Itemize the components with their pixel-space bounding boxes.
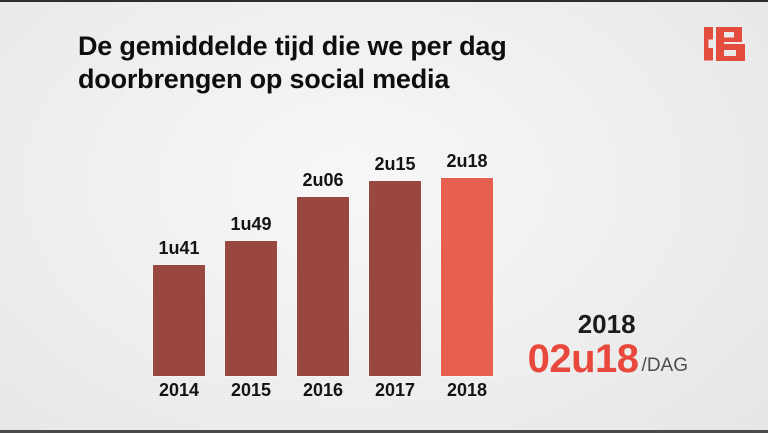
bar bbox=[441, 178, 493, 376]
bar-value-label: 2u06 bbox=[302, 170, 344, 190]
callout-main: 2018 02u18 bbox=[528, 310, 639, 379]
callout-value: 02u18 bbox=[527, 337, 639, 381]
x-axis-year-label: 2017 bbox=[374, 380, 416, 400]
bar bbox=[297, 197, 349, 376]
letterbox-bottom bbox=[0, 430, 768, 433]
title-line-2: doorbrengen op social media bbox=[78, 64, 450, 94]
x-axis-year-label: 2014 bbox=[158, 380, 200, 400]
page-title: De gemiddelde tijd die we per dag doorbr… bbox=[78, 30, 507, 96]
bar bbox=[225, 241, 277, 376]
b-logo-icon bbox=[704, 27, 745, 61]
bar-group: 2u18 2018 bbox=[441, 151, 493, 400]
bar-group: 1u41 2014 bbox=[153, 166, 205, 400]
bar-group: 2u06 2016 bbox=[297, 166, 349, 400]
bar-group: 1u49 2015 bbox=[225, 166, 277, 400]
bar-value-label: 2u15 bbox=[374, 154, 416, 174]
x-axis-year-label: 2018 bbox=[446, 380, 488, 400]
bar-value-label: 2u18 bbox=[446, 151, 488, 171]
bar bbox=[153, 265, 205, 376]
callout-unit: /DAG bbox=[641, 355, 688, 376]
bar-value-label: 1u41 bbox=[158, 238, 200, 258]
callout-year: 2018 bbox=[577, 309, 636, 340]
bar bbox=[369, 181, 421, 376]
title-line-1: De gemiddelde tijd die we per dag bbox=[78, 31, 507, 61]
letterbox-top bbox=[0, 0, 768, 2]
x-axis-year-label: 2015 bbox=[230, 380, 272, 400]
callout-2018: 2018 02u18 /DAG bbox=[528, 310, 688, 379]
x-axis-year-label: 2016 bbox=[302, 380, 344, 400]
bar-group: 2u15 2017 bbox=[369, 154, 421, 400]
bar-value-label: 1u49 bbox=[230, 214, 272, 234]
